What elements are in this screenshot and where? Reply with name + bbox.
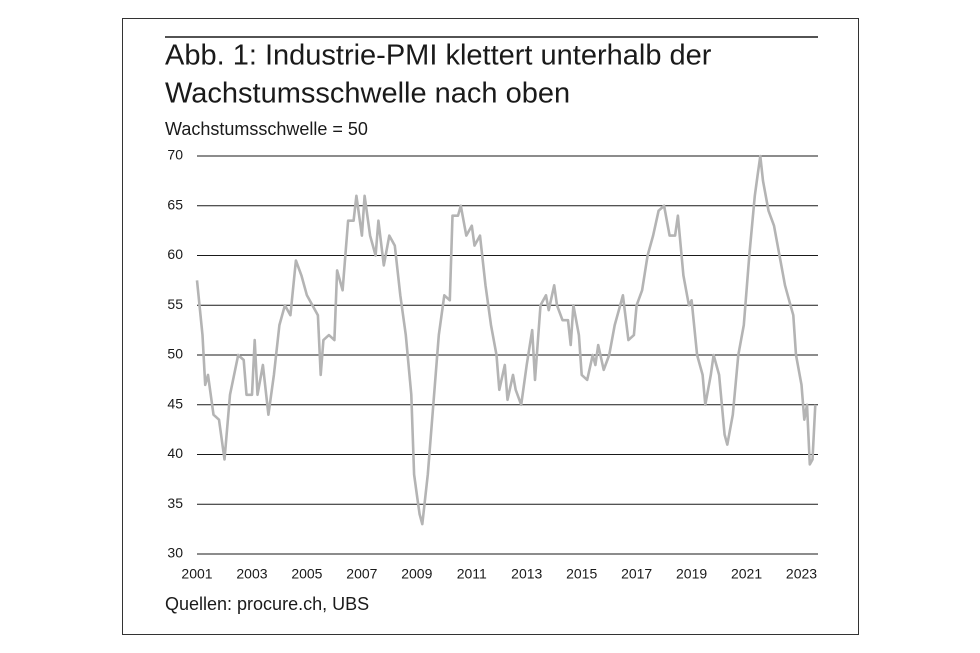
x-tick-label: 2001 (181, 566, 212, 582)
chart-title: Abb. 1: Industrie-PMI klettert unterhalb… (165, 40, 712, 72)
source-note: Quellen: procure.ch, UBS (165, 594, 369, 614)
x-tick-label: 2013 (511, 566, 542, 582)
x-tick-label: 2007 (346, 566, 377, 582)
y-tick-label: 50 (167, 346, 183, 362)
y-tick-label: 35 (167, 495, 183, 511)
chart-title: Wachstumsschwelle nach oben (165, 78, 570, 110)
chart-subtitle: Wachstumsschwelle = 50 (165, 119, 368, 139)
x-tick-label: 2003 (236, 566, 267, 582)
y-tick-label: 55 (167, 296, 183, 312)
y-tick-label: 60 (167, 246, 183, 262)
x-tick-label: 2009 (401, 566, 432, 582)
x-tick-label: 2005 (291, 566, 322, 582)
y-tick-label: 40 (167, 445, 183, 461)
y-tick-label: 45 (167, 395, 183, 411)
y-tick-label: 70 (167, 147, 183, 163)
frame (122, 18, 859, 635)
x-tick-label: 2011 (457, 566, 487, 582)
x-tick-label: 2017 (621, 566, 652, 582)
x-tick-label: 2021 (731, 566, 762, 582)
x-tick-label: 2015 (566, 566, 597, 582)
y-tick-label: 65 (167, 196, 183, 212)
x-tick-label: 2023 (786, 566, 817, 582)
y-tick-label: 30 (167, 545, 183, 561)
x-tick-label: 2019 (676, 566, 707, 582)
data-line (195, 154, 817, 526)
